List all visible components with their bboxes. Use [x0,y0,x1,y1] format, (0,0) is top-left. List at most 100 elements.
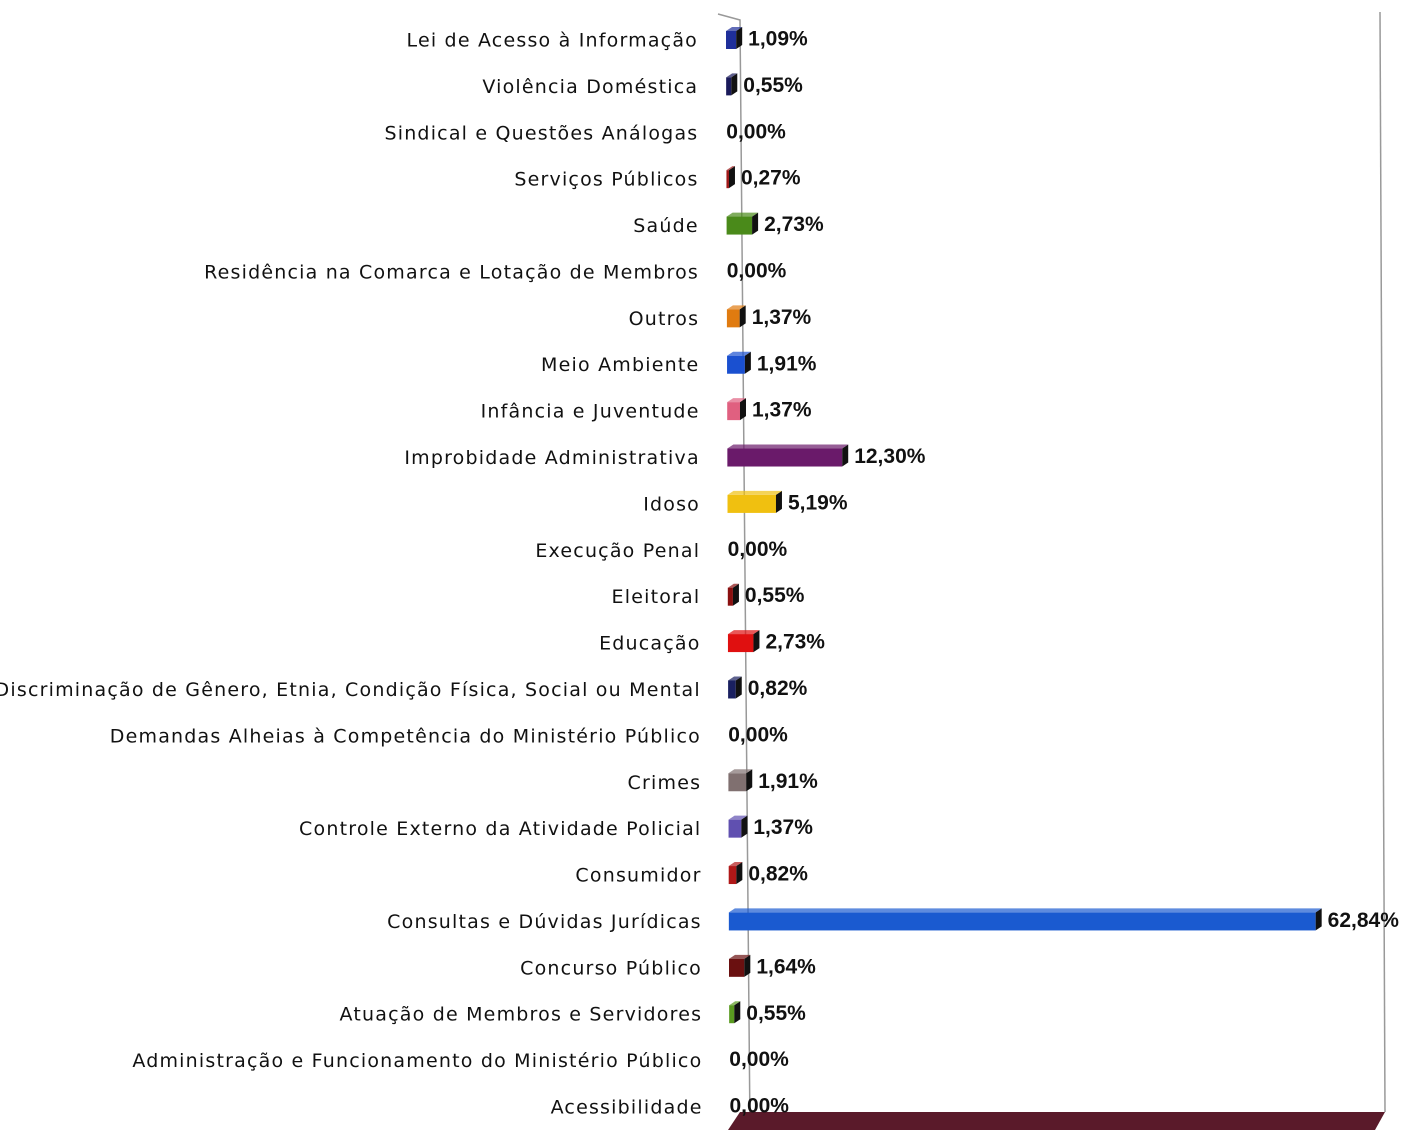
value-label: 0,00% [726,120,786,143]
bar-end [746,769,753,792]
value-label: 0,00% [727,260,787,283]
value-label: 1,37% [752,399,812,422]
bar-end [736,862,743,885]
category-label: Consumidor [575,865,701,887]
category-label: Lei de Acesso à Informação [407,30,699,52]
category-label: Infância e Juventude [481,401,700,423]
category-label: Improbidade Administrativa [404,447,699,469]
value-label: 1,37% [753,816,813,839]
bar-end [739,305,746,328]
bar-top [728,676,742,681]
category-label: Atuação de Membros e Servidores [340,1004,703,1026]
value-label: 12,30% [854,445,926,468]
bar-end [752,212,759,235]
axis-wall [717,13,751,1130]
value-label: 0,55% [745,584,805,607]
bar-end [739,398,746,421]
bar-top [726,73,738,78]
bar [729,1005,735,1024]
category-label: Residência na Comarca e Lotação de Membr… [204,261,699,283]
value-label: 0,00% [729,1048,789,1071]
category-label: Saúde [633,215,699,237]
category-label: Crimes [628,772,702,794]
bar [726,309,740,328]
value-label: 0,82% [748,677,808,700]
bar-end [744,351,751,374]
value-label: 0,00% [728,538,788,561]
bar-top [729,954,751,959]
bar-top [728,908,1322,913]
bar [728,773,747,792]
value-label: 1,91% [757,352,817,375]
bar-top [727,444,849,449]
category-label: Eleitoral [612,586,701,608]
bar [728,866,737,885]
category-label: Idoso [643,493,700,515]
bar-top [726,27,743,31]
value-label: 0,82% [748,863,808,886]
value-label: 1,91% [758,770,818,793]
category-label: Outros [629,308,700,330]
back-wall [1379,11,1386,1113]
floor [728,1112,1385,1130]
value-label: 62,84% [1328,909,1400,932]
bar-end [741,815,748,838]
category-label: Execução Penal [535,540,700,562]
bar [728,680,736,699]
bar-end [842,444,849,467]
bar [727,402,740,421]
category-label: Serviços Públicos [514,169,698,191]
bar-top [727,398,746,403]
bar-top [727,351,751,356]
bar-top [726,305,746,310]
bar-end [735,676,742,699]
bar-top [726,166,735,171]
category-label: Meio Ambiente [541,354,699,376]
category-label: Demandas Alheias à Competência do Minist… [110,725,701,747]
bar [729,958,745,977]
value-label: 0,00% [728,723,788,746]
bar-end [744,954,751,977]
bar [727,494,776,513]
bar [726,77,732,96]
value-label: 1,64% [756,955,816,978]
value-label: 5,19% [788,491,848,514]
category-label: Educação [599,633,701,655]
bar [726,170,729,189]
category-label: Administração e Funcionamento do Ministé… [132,1050,702,1072]
bar [726,31,737,49]
value-label: 2,73% [765,631,825,654]
value-label: 0,55% [746,1002,806,1025]
bar [727,355,745,374]
value-label: 2,73% [764,213,824,236]
value-label: 0,00% [729,1095,789,1118]
value-label: 1,09% [748,28,808,51]
category-label: Violência Doméstica [482,76,698,98]
bar [728,819,742,838]
bar-top [727,630,760,635]
bar-end [728,166,735,189]
bar-top [727,583,739,588]
bar-end [731,73,738,96]
category-label: Sindical e Questões Análogas [384,122,698,144]
value-label: 1,37% [752,306,812,329]
bar-top [726,212,759,217]
value-label: 0,55% [743,74,803,97]
bar-end [775,490,782,513]
bar-end [1315,908,1322,931]
bar [728,912,1316,931]
bar-top [729,1001,741,1006]
value-label: 0,27% [741,167,801,190]
bar-top [727,490,782,495]
bar [727,587,733,606]
bar-top [728,769,753,774]
category-label: Discriminação de Gênero, Etnia, Condição… [0,679,701,701]
bar [727,448,843,467]
category-label: Concurso Público [520,957,702,979]
bar [726,216,753,235]
bar-top [728,862,743,867]
bar-top [728,815,748,820]
bar-end [736,27,743,49]
bar-end [734,1001,741,1024]
